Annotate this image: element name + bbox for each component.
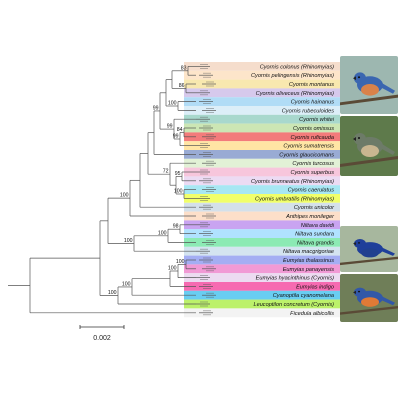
clade-band <box>184 211 340 221</box>
clade-band <box>184 229 340 238</box>
clade-band <box>184 255 340 265</box>
bootstrap-value: 98 <box>173 224 179 230</box>
taxon-label: Cyornis rubeculoides <box>282 108 334 114</box>
clade-band <box>184 220 340 230</box>
clade-band <box>184 185 340 194</box>
taxon-label: Leucoptilon concretum (Cyornis) <box>253 302 334 308</box>
clade-band <box>184 123 340 133</box>
bootstrap-value: 100 <box>122 281 131 287</box>
taxon-label: Eumyias hyacinthinus (Cyornis) <box>256 276 334 282</box>
taxon-label: Niltava sundara <box>295 232 334 238</box>
clade-band <box>184 62 340 71</box>
taxon-label: Cyanoptila cyanomelana <box>273 293 334 299</box>
taxon-label: Anthipes monileger <box>285 214 335 220</box>
clade-band <box>184 106 340 115</box>
clade-band <box>184 141 340 150</box>
clade-band <box>184 70 340 80</box>
taxon-label: Cyornis brunneatus (Rhinomyias) <box>251 179 334 185</box>
taxon-label: Cyornis whitei <box>299 117 335 123</box>
taxon-label: Cyornis umbratilis (Rhinomyias) <box>255 196 334 202</box>
clade-band <box>184 158 340 168</box>
taxon-label: Ficedula albicollis <box>290 311 334 317</box>
bootstrap-value: 83 <box>181 65 187 71</box>
clade-band <box>184 194 340 203</box>
clade-band <box>184 114 340 124</box>
taxon-label: Eumyias panayensis <box>283 267 335 273</box>
bootstrap-value: 100 <box>120 193 129 199</box>
taxon-label: Niltava macgrigoriae <box>283 249 334 255</box>
clade-band <box>184 238 340 247</box>
clade-band <box>184 299 340 309</box>
taxon-label: Niltava davidi <box>301 223 335 229</box>
bootstrap-value: 99 <box>173 134 179 140</box>
taxon-label: Cyornis sumatrensis <box>283 144 334 150</box>
bootstrap-value: 100 <box>176 259 185 265</box>
clade-band <box>184 97 340 106</box>
taxon-label: Cyornis turcosus <box>292 161 334 167</box>
bootstrap-value: 84 <box>177 127 183 133</box>
clade-band <box>184 202 340 212</box>
taxon-label: Cyornis superbus <box>290 170 334 176</box>
bird-photo-top <box>340 56 398 114</box>
bird-photo-second <box>340 116 398 176</box>
clade-band <box>184 308 340 318</box>
clade-band <box>184 79 340 89</box>
bootstrap-value: 100 <box>108 290 117 296</box>
bootstrap-value: 100 <box>124 238 133 244</box>
clade-band <box>184 282 340 291</box>
scale-bar: 0.002 <box>79 325 125 342</box>
clade-band <box>184 132 340 142</box>
clade-band <box>184 167 340 177</box>
taxon-label: Cyornis colonus (Rhinomyias) <box>260 64 334 70</box>
taxon-label: Cyornis pelingensis (Rhinomyias) <box>251 73 334 79</box>
scale-bar-label: 0.002 <box>93 335 111 342</box>
bootstrap-value: 100 <box>174 189 183 195</box>
clade-band <box>184 273 340 282</box>
taxon-label: Eumyias thalassinus <box>283 258 334 264</box>
clade-band <box>184 176 340 186</box>
clade-bands <box>184 62 340 318</box>
bootstrap-value: 99 <box>167 124 173 130</box>
taxon-label: Niltava grandis <box>297 240 334 246</box>
taxon-label: Cyornis hainanus <box>291 100 334 106</box>
taxon-labels: Cyornis colonus (Rhinomyias) Cyornis peli… <box>251 64 335 316</box>
taxon-label: Eumyias indigo <box>296 284 334 290</box>
clade-band <box>184 150 340 159</box>
bootstrap-value: 86 <box>179 83 185 89</box>
taxon-label: Cyornis ruficauda <box>290 135 334 141</box>
taxon-label: Cyornis montanus <box>289 82 334 88</box>
tree-branches <box>8 64 216 316</box>
clade-band <box>184 290 340 300</box>
bootstrap-value: 72 <box>163 169 169 175</box>
bootstrap-value: 100 <box>158 230 167 236</box>
taxon-label: Cyornis glaucicomans <box>279 152 334 158</box>
clade-band <box>184 264 340 274</box>
bootstrap-value: 99 <box>153 105 159 111</box>
taxon-label: Cyornis omissus <box>293 126 334 132</box>
bootstrap-value: 100 <box>168 266 177 272</box>
taxon-label: Cyornis caerulatus <box>288 188 335 194</box>
clade-band <box>184 246 340 256</box>
taxon-label: Cyornis unicolor <box>294 205 335 211</box>
bird-photo-bottom <box>340 274 398 322</box>
bootstrap-value: 95 <box>175 171 181 177</box>
taxon-label: Cyornis oliveceus (Rhinomyias) <box>256 91 334 97</box>
clade-band <box>184 88 340 98</box>
bootstrap-value: 100 <box>168 101 177 107</box>
bird-photo-third <box>340 226 398 272</box>
